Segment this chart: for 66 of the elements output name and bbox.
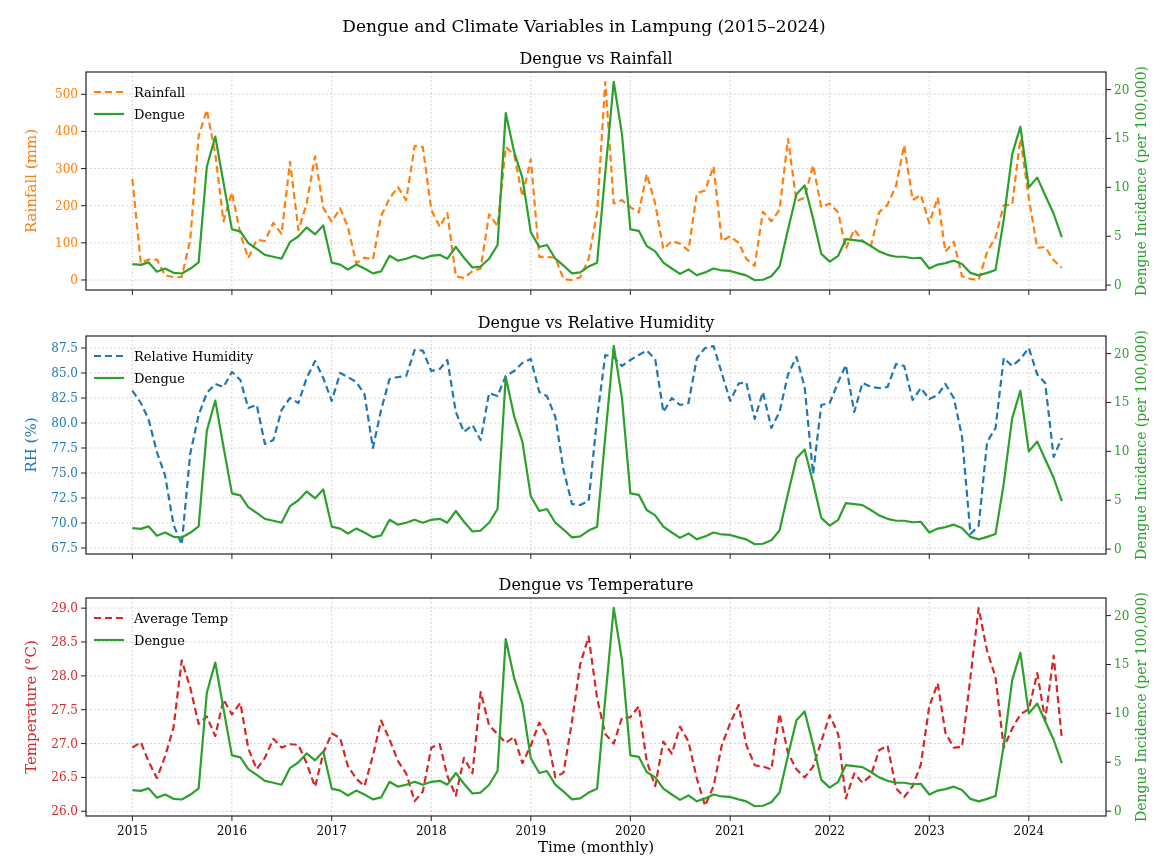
chart-title: Dengue and Climate Variables in Lampung (2015–2024) [342,16,826,36]
y-tick-label: 80.0 [51,416,78,430]
y2-tick-label: 0 [1114,542,1122,557]
x-tick-label: 2021 [714,824,746,838]
x-tick-label: 2018 [416,824,447,838]
y2-tick-label: 10 [1114,180,1130,195]
y-tick-label: 200 [55,198,78,213]
y-axis-title: Temperature (°C) [22,640,40,774]
y2-tick-label: 20 [1114,346,1130,361]
y-tick-label: 26.0 [51,804,78,819]
legend-label: Relative Humidity [134,349,254,364]
y2-tick-label: 15 [1114,131,1130,146]
y2-tick-label: 5 [1114,755,1122,770]
x-tick-label: 2020 [615,824,646,838]
legend-label: Average Temp [133,611,229,626]
x-tick-label: 2015 [117,824,148,838]
y-tick-label: 27.0 [51,736,78,751]
x-axis-title: Time (monthly) [537,838,655,856]
y-tick-label: 75.0 [51,466,78,480]
line-series [131,80,1063,282]
y-tick-label: 26.5 [51,770,78,785]
y-tick-label: 87.5 [51,341,78,355]
y-tick-label: 67.5 [51,541,78,555]
y-tick-label: 28.5 [51,635,78,650]
chart-title: Dengue vs Temperature [498,575,694,594]
y2-tick-label: 0 [1114,804,1122,819]
y-tick-label: 27.5 [51,702,78,717]
chart-title: Dengue vs Relative Humidity [477,313,715,332]
y2-axis-title: Dengue Incidence (per 100,000) [1133,65,1149,297]
y-tick-label: 400 [55,124,78,139]
y2-tick-label: 20 [1114,608,1130,623]
legend-label: Dengue [134,633,186,648]
y-tick-label: 85.0 [51,366,78,380]
y2-tick-label: 0 [1114,278,1122,293]
x-tick-label: 2019 [515,824,547,838]
y-tick-label: 72.5 [51,491,78,505]
x-tick-label: 2024 [1013,824,1045,838]
x-tick-label: 2022 [814,824,845,838]
x-tick-label: 2017 [316,824,347,838]
legend-label: Dengue [134,371,186,386]
x-tick-label: 2016 [216,824,248,838]
legend-label: Dengue [134,107,186,122]
y2-tick-label: 10 [1114,706,1130,721]
chart-subtitle: Dengue vs Rainfall [519,49,673,68]
y2-tick-label: 10 [1114,444,1130,459]
y2-axis-title: Dengue Incidence (per 100,000) [1133,329,1149,561]
y2-tick-label: 15 [1114,657,1130,672]
line-series [131,344,1063,546]
y-axis-title: RH (%) [22,417,40,473]
y2-tick-label: 5 [1114,493,1122,508]
y-tick-label: 82.5 [51,391,78,405]
y-tick-label: 29.0 [51,601,78,616]
y2-tick-label: 20 [1114,82,1130,97]
x-tick-label: 2023 [914,824,945,838]
y-axis-title: Rainfall (mm) [22,128,40,234]
legend-label: Rainfall [134,85,186,100]
y-tick-label: 28.0 [51,668,78,683]
y-tick-label: 300 [55,161,78,176]
y-tick-label: 0 [70,272,78,287]
y-tick-label: 77.5 [51,441,78,455]
y2-tick-label: 15 [1114,395,1130,410]
y2-axis-title: Dengue Incidence (per 100,000) [1133,591,1149,823]
y-tick-label: 100 [55,235,78,250]
y-tick-label: 70.0 [51,516,78,530]
y-tick-label: 500 [55,87,78,102]
y2-tick-label: 5 [1114,229,1122,244]
